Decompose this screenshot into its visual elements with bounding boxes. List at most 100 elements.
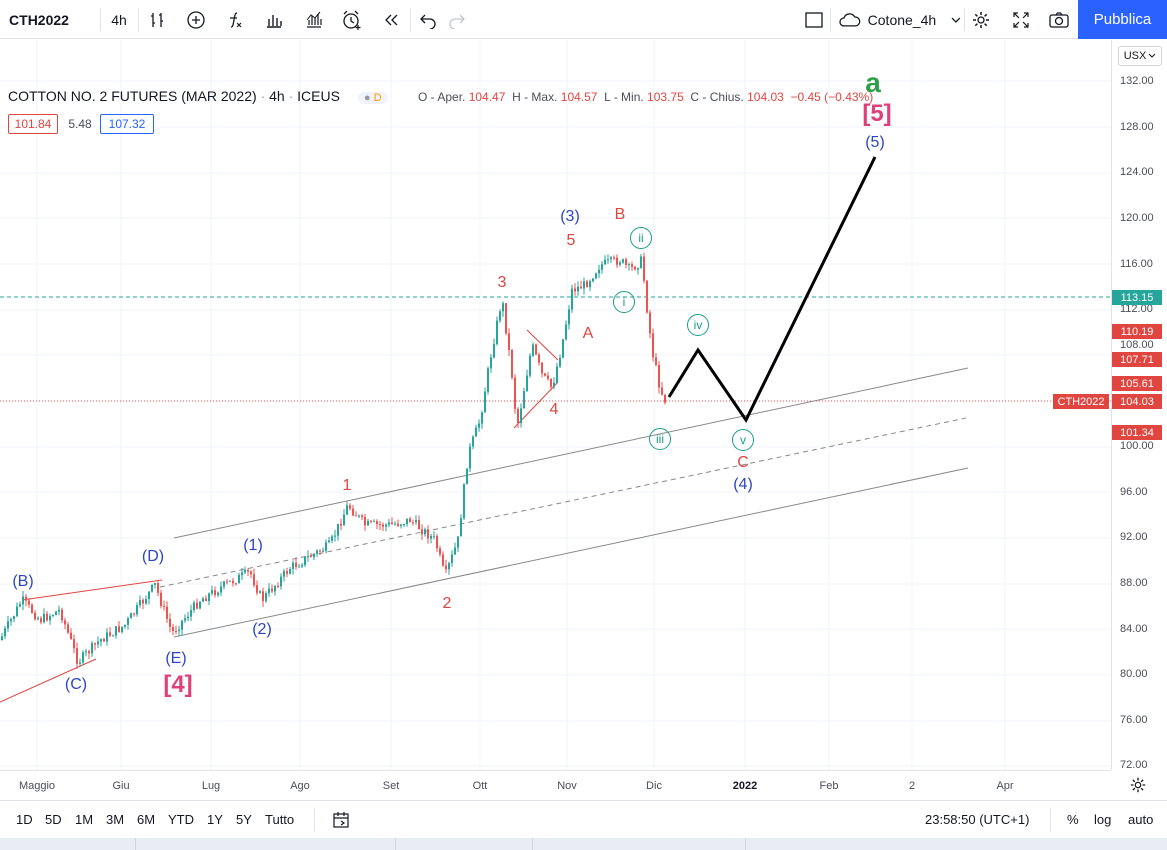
log-toggle[interactable]: log	[1094, 812, 1112, 827]
candle-body	[616, 257, 618, 265]
compare-add-icon[interactable]	[182, 0, 210, 39]
currency-selector[interactable]: USX	[1118, 46, 1162, 66]
auto-toggle[interactable]: auto	[1128, 812, 1154, 827]
candle-body	[598, 269, 600, 274]
price-tick: 76.00	[1120, 714, 1148, 726]
ask-box[interactable]: 107.32	[100, 114, 154, 134]
publish-button[interactable]: Pubblica	[1078, 0, 1167, 39]
last-price-label[interactable]: 104.03	[1112, 394, 1162, 409]
candle-body	[88, 651, 90, 654]
price-tick: 88.00	[1120, 577, 1148, 589]
candle-body	[661, 387, 663, 395]
price-label-107[interactable]: 107.71	[1112, 352, 1162, 367]
settings-gear-icon[interactable]	[967, 0, 995, 39]
price-tick: 72.00	[1120, 759, 1148, 771]
candle-body	[238, 574, 240, 584]
candle-body	[61, 609, 63, 621]
range-1d[interactable]: 1D	[16, 812, 33, 827]
instrument-title: COTTON NO. 2 FUTURES (MAR 2022)	[8, 88, 257, 104]
bar-style-icon[interactable]	[144, 0, 172, 39]
delayed-badge[interactable]: ● D	[357, 92, 388, 104]
candle-body	[253, 574, 255, 586]
layout-menu[interactable]: Cotone_4h	[838, 0, 962, 39]
candle-body	[85, 651, 87, 653]
financials-icon[interactable]	[260, 0, 288, 39]
percent-toggle[interactable]: %	[1067, 812, 1079, 827]
chart-pane[interactable]: COTTON NO. 2 FUTURES (MAR 2022) · 4h · I…	[0, 40, 1111, 770]
date-range-calendar-icon[interactable]	[331, 810, 351, 835]
candle-body	[232, 580, 234, 584]
candle-body	[1, 636, 3, 640]
bid-box[interactable]: 101.84	[8, 114, 58, 134]
price-label-113[interactable]: 113.15	[1112, 290, 1162, 305]
candle-body	[22, 596, 24, 605]
wave-label-3: 3	[497, 274, 507, 291]
candle-body	[7, 621, 9, 629]
candle-body	[169, 618, 171, 627]
range-ytd[interactable]: YTD	[168, 812, 194, 827]
toolbar-divider	[830, 8, 831, 31]
price-label-101[interactable]: 101.34	[1112, 425, 1162, 440]
candle-body	[445, 565, 447, 570]
time-axis[interactable]: Maggio Giu Lug Ago Set Ott Nov Dic 2022 …	[0, 770, 1111, 800]
axis-settings-gear-icon[interactable]	[1129, 776, 1149, 796]
price-chart-svg[interactable]	[0, 40, 1111, 770]
candle-body	[334, 535, 336, 537]
candle-body	[163, 606, 165, 608]
toolbar-divider	[410, 8, 411, 31]
interval-button[interactable]: 4h	[111, 11, 127, 28]
wave-projection-path[interactable]	[667, 156, 877, 423]
range-3m[interactable]: 3M	[106, 812, 125, 827]
range-6m[interactable]: 6M	[137, 812, 156, 827]
symbol-search-button[interactable]: CTH2022	[9, 11, 69, 28]
close-value: 104.03	[747, 90, 784, 104]
price-axis[interactable]: USX 132.00 128.00 124.00 120.00 116.00 1…	[1111, 40, 1167, 771]
price-tick: 124.00	[1120, 166, 1154, 178]
replay-icon[interactable]	[377, 0, 405, 39]
range-all[interactable]: Tutto	[265, 812, 295, 827]
wedge-upper-line[interactable]	[526, 329, 559, 361]
clock-time[interactable]: 23:58:50 (UTC+1)	[925, 812, 1030, 827]
range-1y[interactable]: 1Y	[207, 812, 223, 827]
candle-body	[454, 547, 456, 555]
time-tick: Ott	[472, 780, 488, 792]
candle-body	[397, 523, 399, 526]
templates-icon[interactable]	[300, 0, 328, 39]
channel-lower-line[interactable]	[173, 467, 969, 638]
candle-body	[556, 366, 558, 383]
bottom-toolbar: 1D 5D 1M 3M 6M YTD 1Y 5Y Tutto 23:58:50 …	[0, 800, 1167, 838]
price-tick: 128.00	[1120, 121, 1154, 133]
candle-body	[580, 286, 582, 289]
candle-body	[646, 280, 648, 313]
channel-upper-line[interactable]	[173, 367, 969, 539]
candle-body	[337, 523, 339, 536]
candle-body	[511, 350, 513, 378]
candle-body	[613, 257, 615, 259]
fullscreen-icon[interactable]	[1007, 0, 1035, 39]
snapshot-camera-icon[interactable]	[1044, 0, 1074, 39]
candle-body	[325, 542, 327, 551]
candle-body	[652, 333, 654, 358]
redo-icon[interactable]	[443, 0, 471, 39]
indicators-icon[interactable]	[221, 0, 249, 39]
candle-body	[202, 598, 204, 602]
candle-body	[343, 514, 345, 526]
fullscreen-select-icon[interactable]	[800, 0, 828, 39]
alert-icon[interactable]	[338, 0, 366, 39]
candle-body	[478, 423, 480, 428]
candlestick-series[interactable]	[1, 252, 666, 669]
candle-body	[532, 344, 534, 356]
candle-body	[388, 522, 390, 525]
candle-body	[562, 339, 564, 358]
candle-body	[241, 572, 243, 575]
triangle-upper-line[interactable]	[21, 579, 163, 601]
price-label-110[interactable]: 110.19	[1112, 324, 1162, 339]
candle-body	[466, 468, 468, 485]
range-5d[interactable]: 5D	[45, 812, 62, 827]
range-5y[interactable]: 5Y	[236, 812, 252, 827]
candle-body	[142, 600, 144, 604]
channel-middle-line[interactable]	[159, 417, 967, 588]
range-1m[interactable]: 1M	[75, 812, 94, 827]
undo-icon[interactable]	[414, 0, 442, 39]
price-label-105[interactable]: 105.61	[1112, 376, 1162, 391]
